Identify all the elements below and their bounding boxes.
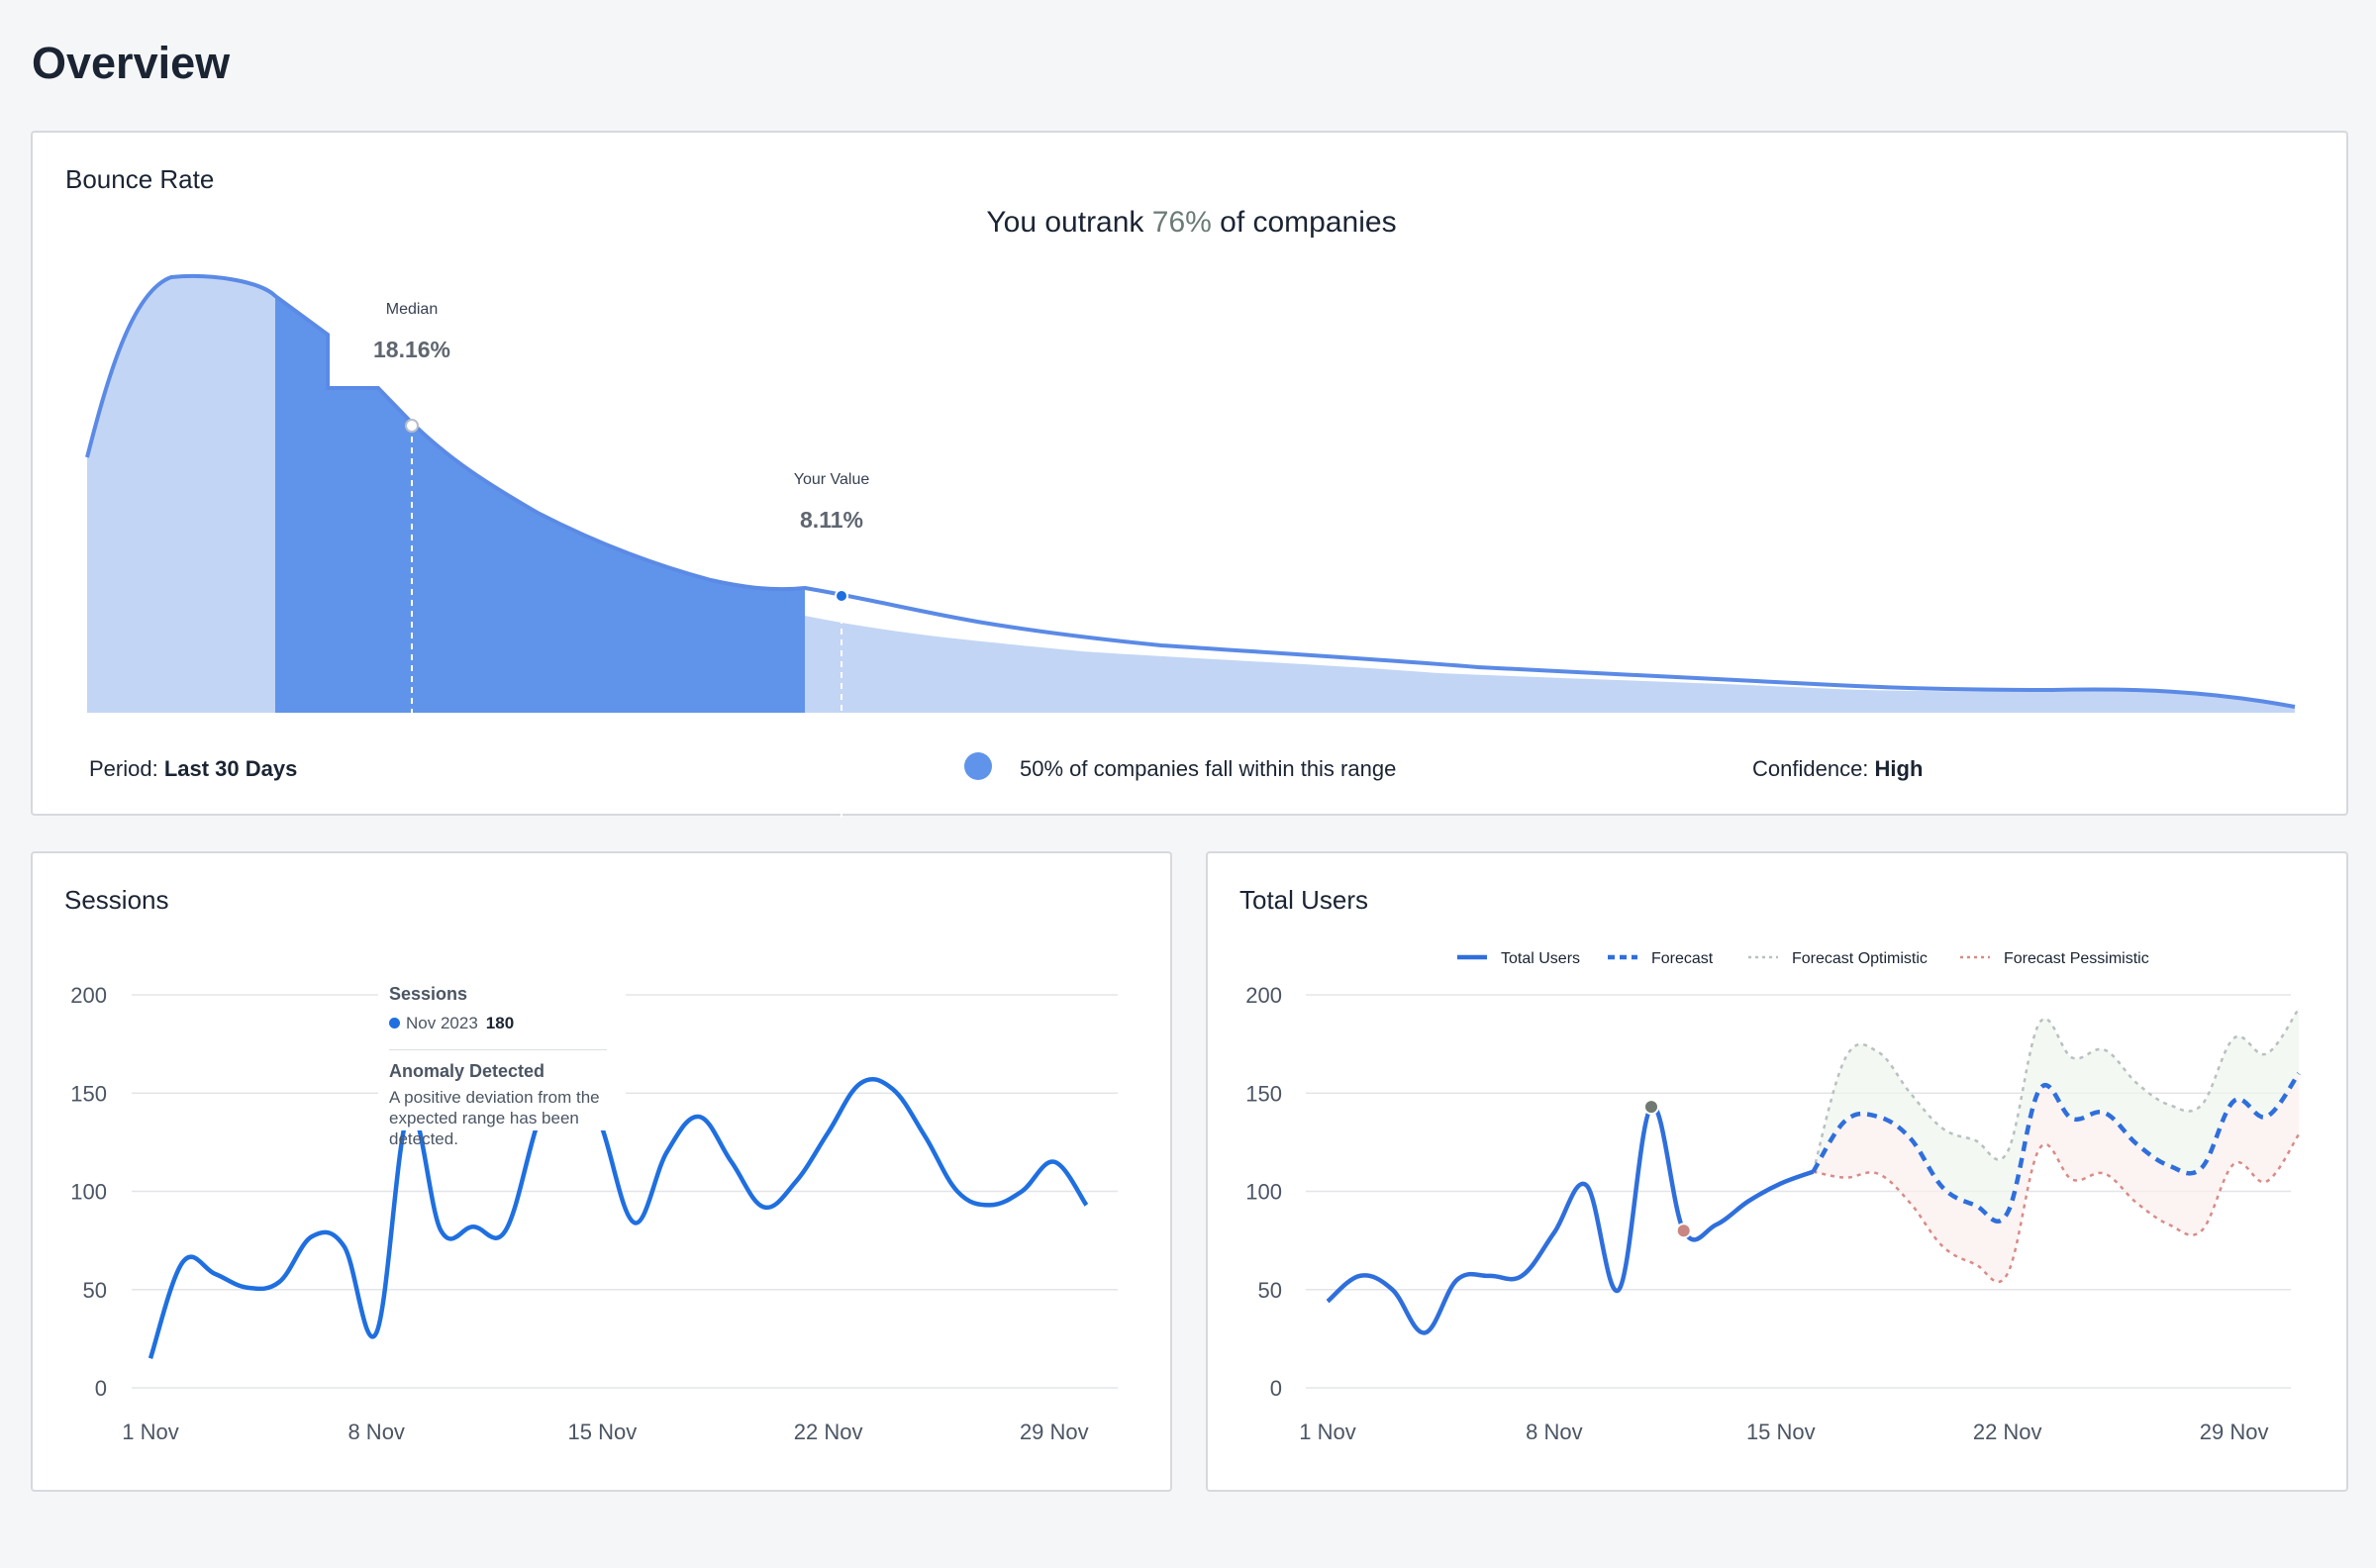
page-title: Overview [32,38,231,88]
y-tick-label: 200 [1245,983,1282,1008]
median-label: Median [385,301,439,318]
total-users-card: Total Users 0 50 100 150 200 1 Nov 8 Nov 15 Nov… [1206,851,2348,1492]
forecast-pessimistic-line [1813,1133,2301,1284]
median-value: 18.16% [372,337,450,362]
legend-label: Forecast Pessimistic [2004,950,2149,967]
distribution-line [85,273,2296,709]
x-tick-label: 8 Nov [347,1420,404,1444]
range-note: 50% of companies fall within this range [1020,756,1397,781]
pessimistic-band [1813,1073,2299,1282]
legend-item[interactable]: Forecast [1608,950,1714,967]
total-users-title: Total Users [1239,885,1369,915]
anomaly-point[interactable] [1643,1099,1659,1116]
tooltip-series-dot [389,1018,400,1029]
confidence-value: High [1874,756,1924,781]
legend-label: Forecast Optimistic [1792,950,1928,967]
range-legend-dot [964,752,992,780]
your-value-label: Your Value [793,471,870,488]
legend-item[interactable]: Forecast Optimistic [1748,950,1928,967]
y-tick-label: 150 [1245,1081,1282,1106]
anomaly-title: Anomaly Detected [389,1061,545,1081]
your-value-marker-dot [835,589,848,603]
anomaly-point[interactable] [1675,1223,1692,1239]
period-value: Last 30 Days [163,756,298,781]
bounce-rate-title: Bounce Rate [65,164,215,194]
x-tick-label: 29 Nov [1020,1420,1089,1444]
bounce-rate-distribution-chart [85,273,2296,818]
x-tick-label: 22 Nov [794,1420,863,1444]
forecast-series-line [1811,1072,2301,1224]
y-tick-label: 50 [83,1278,107,1303]
sessions-chart: 0 50 100 150 200 1 Nov 8 Nov 15 Nov 22 Nov 29 Nov [70,983,1118,1444]
legend-label: Total Users [1501,950,1580,967]
x-tick-label: 1 Nov [122,1420,178,1444]
y-tick-label: 150 [70,1081,107,1106]
bounce-rate-card: Bounce Rate You outrank 76% of companies… [31,131,2350,818]
legend-item[interactable]: Forecast Pessimistic [1960,950,2149,967]
headline-suffix: of companies [1211,206,1397,239]
tooltip-row: Nov 2023 180 [389,1014,514,1033]
legend-item[interactable]: Total Users [1457,950,1580,967]
x-tick-label: 22 Nov [1973,1420,2042,1444]
anomaly-description: A positive deviation from the expected r… [389,1088,600,1148]
total-users-series-line [1326,1104,1815,1335]
tooltip-title: Sessions [389,984,468,1004]
tooltip-date: Nov 2023 [406,1014,478,1032]
y-tick-label: 0 [95,1376,107,1401]
headline-pct: 76% [1151,206,1212,239]
confidence-label: Confidence: [1752,756,1875,781]
headline-prefix: You outrank [986,206,1152,239]
median-marker-dot [405,419,419,433]
total-users-chart: 0 50 100 150 200 1 Nov 8 Nov 15 Nov 22 Nov 29 Nov… [1245,950,2301,1444]
x-tick-label: 15 Nov [568,1420,638,1444]
tooltip-divider [389,1049,607,1050]
y-tick-label: 0 [1270,1376,1282,1401]
sessions-tooltip: Sessions Nov 2023 180 Anomaly Detected A … [378,962,626,1148]
x-tick-label: 29 Nov [2200,1420,2269,1444]
sessions-title: Sessions [64,885,169,915]
bounce-rate-headline: You outrank 76% of companies [33,206,2350,240]
y-tick-label: 50 [1258,1278,1282,1303]
tooltip-value: 180 [485,1014,515,1032]
confidence-info: Confidence: High [1752,756,1923,782]
period-info: Period: Last 30 Days [89,756,297,782]
x-tick-label: 8 Nov [1526,1420,1582,1444]
x-tick-label: 1 Nov [1299,1420,1355,1444]
interquartile-range-area [275,296,805,713]
y-tick-label: 100 [70,1180,107,1205]
y-tick-label: 200 [70,983,107,1008]
legend-label: Forecast [1651,950,1714,967]
y-tick-label: 100 [1245,1180,1282,1205]
period-label: Period: [89,756,164,781]
x-tick-label: 15 Nov [1746,1420,1816,1444]
your-value-value: 8.11% [800,507,863,533]
sessions-card: Sessions 0 50 100 150 200 1 Nov 8 Nov 15 Nov 22 … [31,851,1172,1492]
